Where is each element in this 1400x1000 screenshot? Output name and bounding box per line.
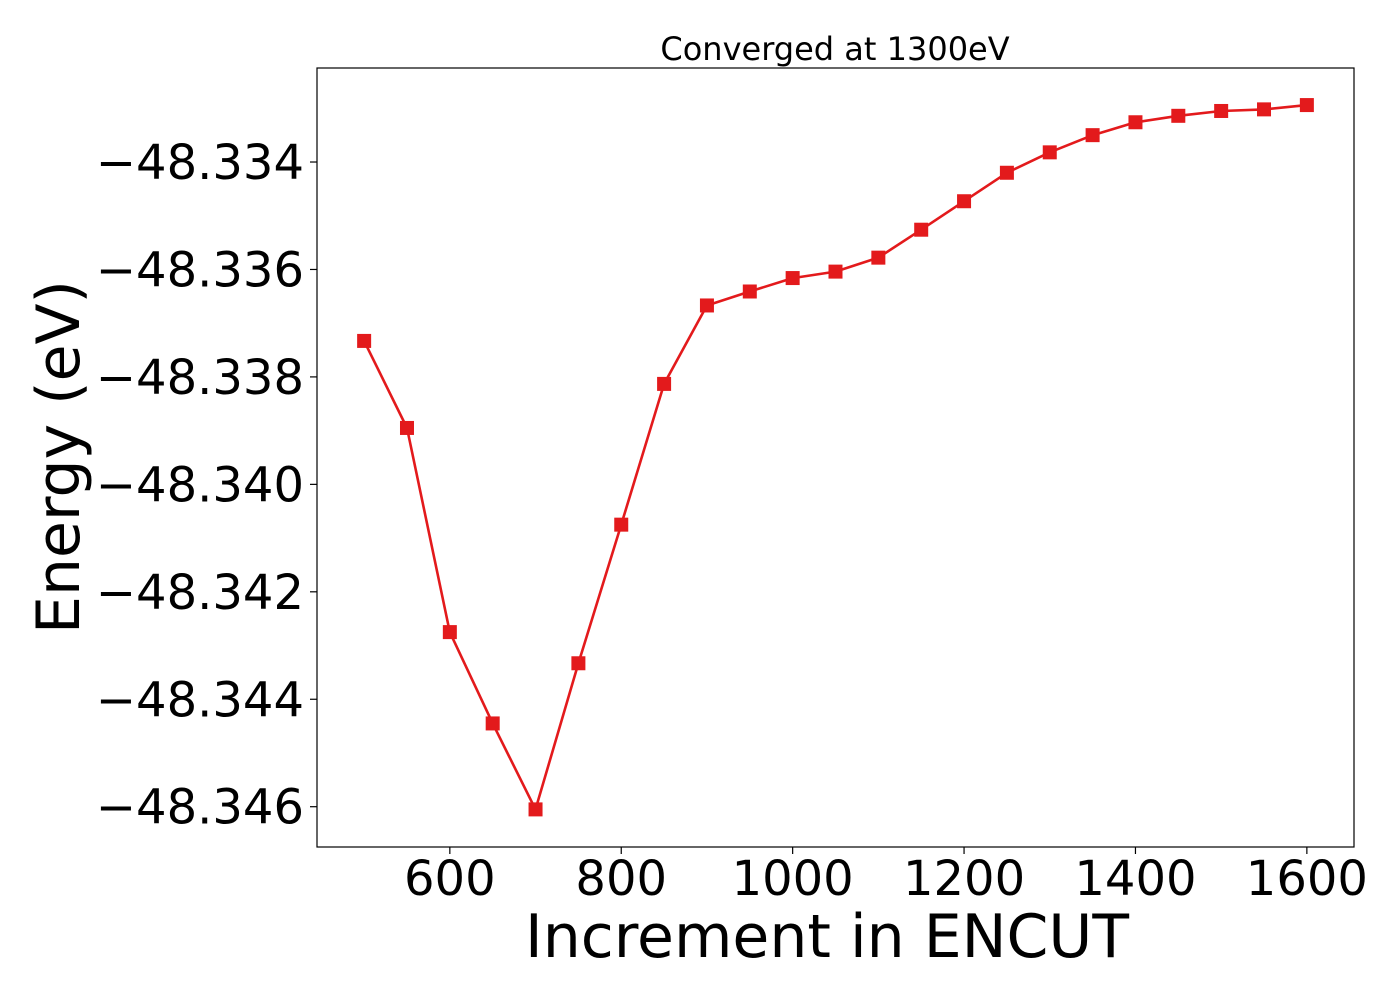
- x-axis-ticks: 600 800 1000 1200 1400 1600: [404, 847, 1368, 907]
- data-point: [1214, 103, 1229, 118]
- data-point: [528, 802, 543, 817]
- plot-area: [316, 67, 1355, 848]
- y-axis-ticks: −48.334 −48.336 −48.338 −48.340 −48.342 −48.3…: [96, 135, 317, 836]
- data-point: [699, 298, 714, 313]
- data-point: [485, 716, 500, 731]
- data-point: [657, 376, 672, 391]
- x-tick-label: 600: [404, 851, 496, 907]
- data-point: [828, 264, 843, 279]
- y-tick-label: −48.338: [96, 350, 304, 406]
- data-point: [999, 165, 1014, 180]
- y-tick-label: −48.336: [96, 242, 304, 298]
- data-point: [614, 517, 629, 532]
- data-point: [1171, 108, 1186, 123]
- data-point: [357, 333, 372, 348]
- data-point: [1042, 145, 1057, 160]
- chart-title: Converged at 1300eV: [660, 30, 1009, 68]
- data-point: [1257, 102, 1272, 117]
- x-axis-label: Increment in ENCUT: [525, 902, 1129, 972]
- data-point: [957, 194, 972, 209]
- data-point: [1128, 115, 1143, 130]
- x-tick-label: 1000: [732, 851, 854, 907]
- data-point: [871, 250, 886, 265]
- data-point: [742, 284, 757, 299]
- data-point: [442, 625, 457, 640]
- x-tick-label: 1400: [1074, 851, 1196, 907]
- data-point: [399, 420, 414, 435]
- data-point: [914, 222, 929, 237]
- y-tick-label: −48.344: [96, 672, 304, 728]
- y-tick-label: −48.342: [96, 565, 304, 621]
- data-point: [1085, 128, 1100, 143]
- data-point: [785, 271, 800, 286]
- data-point: [1299, 98, 1314, 113]
- plot-frame: [316, 67, 1355, 848]
- y-axis-label: Energy (eV): [24, 280, 94, 634]
- y-tick-label: −48.340: [96, 457, 304, 513]
- data-point: [571, 656, 586, 671]
- series-layer: [357, 98, 1314, 817]
- x-tick-label: 1600: [1246, 851, 1368, 907]
- y-tick-label: −48.346: [96, 780, 304, 836]
- y-tick-label: −48.334: [96, 135, 304, 191]
- x-tick-label: 1200: [903, 851, 1025, 907]
- x-tick-label: 800: [575, 851, 667, 907]
- series-line: [362, 103, 1308, 811]
